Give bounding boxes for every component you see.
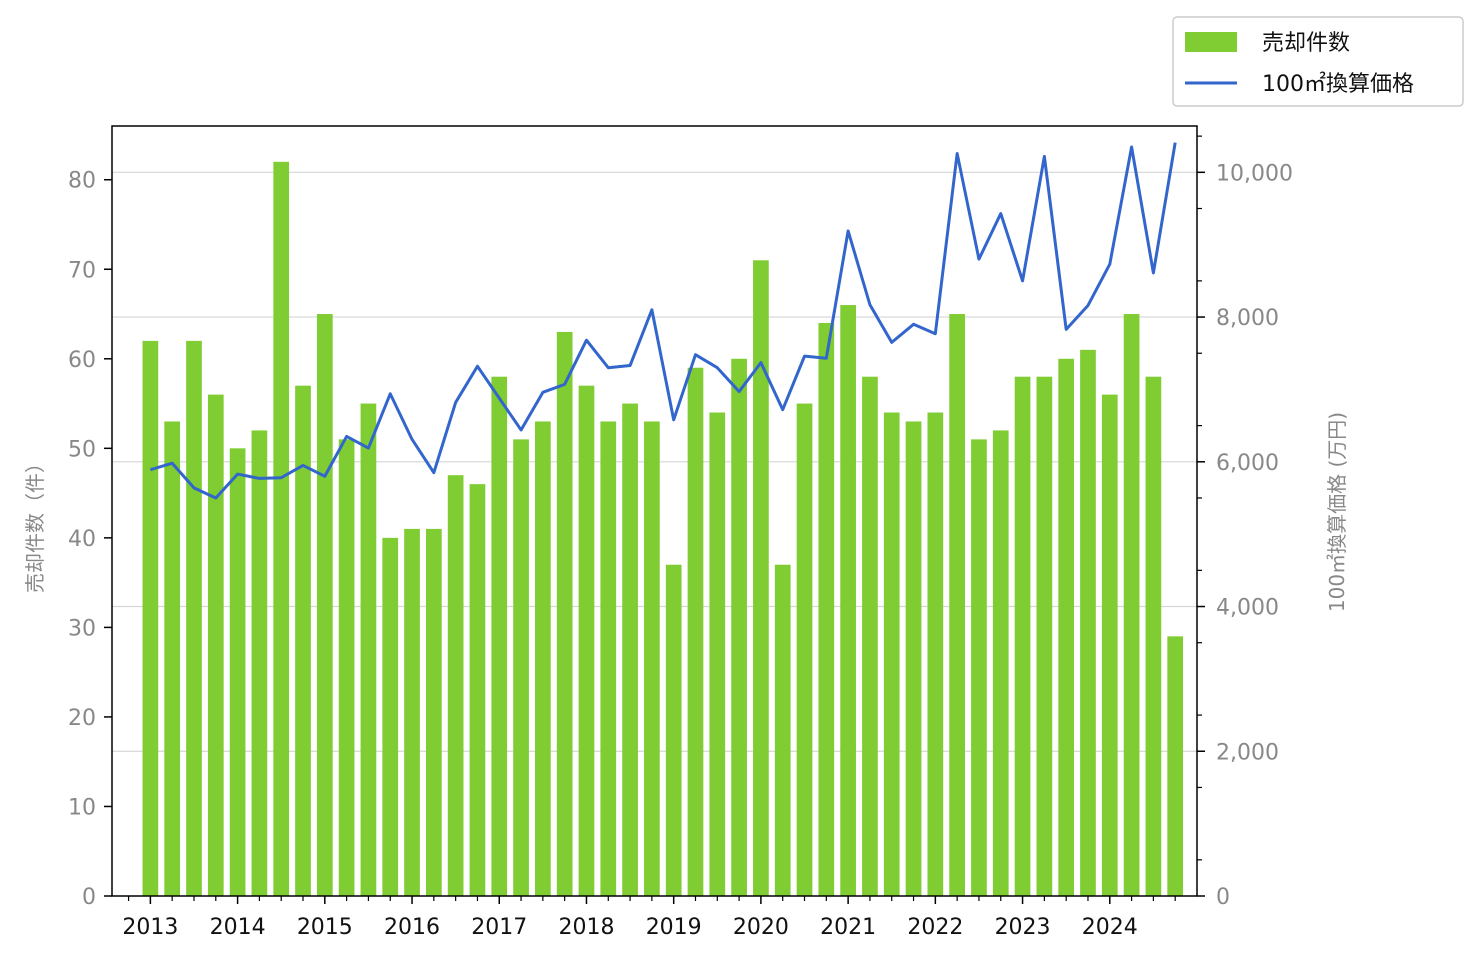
bar — [1123, 314, 1140, 896]
bar — [338, 439, 355, 896]
right-y-tick-label: 4,000 — [1216, 596, 1279, 621]
bar — [491, 376, 508, 897]
x-tick-label: 2017 — [471, 915, 527, 940]
bar — [709, 412, 726, 896]
left-y-tick-label: 60 — [68, 348, 96, 373]
bar — [883, 412, 900, 896]
bar — [862, 376, 878, 897]
legend-swatch-bar — [1185, 32, 1237, 52]
bar — [731, 358, 747, 896]
bar-series — [142, 161, 1184, 897]
bar — [622, 403, 638, 896]
bar — [927, 412, 944, 896]
right-y-tick-label: 0 — [1216, 885, 1230, 910]
price-line — [149, 142, 1177, 500]
left-y-tick-label: 0 — [82, 885, 96, 910]
left-y-tick-label: 70 — [68, 258, 96, 283]
bar — [840, 305, 856, 896]
bar — [513, 439, 529, 896]
bar — [687, 367, 704, 897]
x-tick-label: 2023 — [995, 915, 1051, 940]
bar — [1036, 376, 1053, 897]
bar — [164, 421, 181, 896]
legend: 売却件数 100㎡換算価格 — [1172, 16, 1464, 107]
left-y-tick-label: 40 — [68, 527, 96, 552]
bar — [578, 385, 595, 896]
x-axis: 2013 2014 2015 2016 2017 2018 2019 2020 2021 2022… — [122, 896, 1176, 940]
legend-label-bar: 売却件数 — [1262, 31, 1350, 56]
bar — [1058, 358, 1075, 896]
bar — [295, 385, 311, 896]
plot-frame — [111, 125, 1198, 897]
x-tick-label: 2016 — [384, 915, 440, 940]
bar — [229, 448, 246, 896]
bar — [142, 340, 159, 896]
left-y-tick-label: 50 — [68, 437, 96, 462]
bar — [600, 421, 617, 896]
bar — [360, 403, 377, 896]
bar — [447, 475, 464, 896]
x-tick-label: 2022 — [907, 915, 963, 940]
bar — [949, 314, 965, 896]
bar — [971, 439, 987, 896]
bar — [425, 528, 442, 896]
right-y-tick-label: 6,000 — [1216, 451, 1279, 476]
bar — [905, 421, 922, 896]
bar — [207, 394, 224, 896]
bar — [665, 564, 682, 896]
bar — [186, 340, 202, 896]
bar — [818, 322, 835, 896]
x-tick-label: 2024 — [1082, 915, 1138, 940]
bar — [404, 528, 420, 896]
bar — [469, 484, 486, 896]
right-y-tick-label: 8,000 — [1216, 306, 1279, 331]
bar — [753, 260, 769, 896]
x-tick-label: 2014 — [210, 915, 266, 940]
left-y-tick-label: 80 — [68, 169, 96, 194]
bar — [382, 537, 399, 896]
x-tick-label: 2015 — [297, 915, 353, 940]
legend-label-line: 100㎡換算価格 — [1262, 71, 1414, 97]
bar — [1145, 376, 1162, 897]
bar — [796, 403, 813, 896]
bar — [1101, 394, 1118, 896]
x-tick-label: 2021 — [820, 915, 876, 940]
bar — [251, 430, 268, 896]
left-y-tick-label: 10 — [68, 795, 96, 820]
right-y-tick-label: 2,000 — [1216, 740, 1279, 765]
bar — [535, 421, 551, 896]
x-tick-label: 2013 — [122, 915, 178, 940]
x-tick-label: 2020 — [733, 915, 789, 940]
bar — [1167, 636, 1184, 896]
left-y-axis-label: 売却件数（件） — [23, 453, 47, 593]
left-y-tick-label: 30 — [68, 616, 96, 641]
bar — [273, 161, 290, 896]
legend-box — [1172, 16, 1464, 107]
bar — [316, 314, 333, 896]
left-y-tick-label: 20 — [68, 706, 96, 731]
x-tick-label: 2018 — [558, 915, 614, 940]
line-series — [149, 142, 1177, 500]
bar — [1080, 349, 1096, 896]
bar — [1014, 376, 1031, 897]
bar — [644, 421, 660, 896]
bar — [992, 430, 1009, 896]
x-tick-label: 2019 — [646, 915, 702, 940]
right-y-tick-label: 10,000 — [1216, 161, 1293, 186]
left-y-axis: 0 10 20 30 40 50 60 70 80 — [68, 169, 112, 910]
bar — [774, 564, 791, 896]
right-y-axis-label: 100㎡換算価格 (万円) — [1325, 412, 1349, 612]
bar — [556, 331, 573, 896]
right-y-axis: 0 2,000 4,000 6,000 8,000 10,000 — [1197, 135, 1293, 910]
